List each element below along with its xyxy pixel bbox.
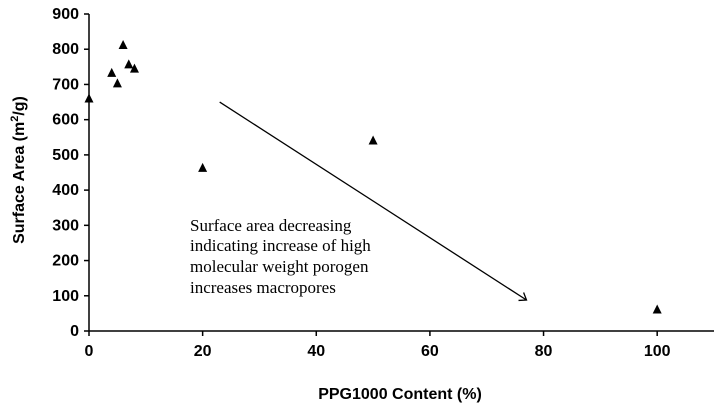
data-point-triangle: [84, 93, 94, 103]
y-tick-label: 300: [52, 217, 79, 234]
data-point-triangle: [368, 135, 378, 145]
data-points: [84, 39, 662, 314]
annotation-line-4: increases macropores: [190, 278, 336, 297]
y-tick-label: 200: [52, 253, 79, 270]
y-axis-title-sup: 2: [9, 116, 21, 122]
annotation-arrow: [219, 101, 527, 301]
annotation-line-3: molecular weight porogen: [190, 257, 369, 276]
y-tick-label: 700: [52, 76, 79, 93]
x-tick-label: 40: [307, 343, 325, 360]
y-tick-label: 0: [70, 323, 79, 340]
data-point-triangle: [129, 63, 139, 73]
data-point-triangle: [124, 59, 134, 69]
x-tick-label: 20: [194, 343, 212, 360]
data-point-triangle: [107, 67, 117, 77]
x-axis-ticks: 0 20 40 60 80 100: [85, 331, 671, 360]
x-tick-label: 60: [421, 343, 439, 360]
x-axis-title: PPG1000 Content (%): [318, 386, 482, 403]
y-tick-label: 800: [52, 41, 79, 58]
y-axis-title-tail: /g): [11, 96, 28, 116]
y-axis-ticks: 0 100 200 300 400 500 600 700 800 900: [52, 6, 89, 340]
y-tick-label: 100: [52, 288, 79, 305]
y-tick-label: 900: [52, 6, 79, 23]
annotation: Surface area decreasing indicating incre…: [190, 101, 528, 302]
annotation-line-1: Surface area decreasing: [190, 216, 352, 235]
data-point-triangle: [652, 304, 662, 314]
x-tick-label: 100: [644, 343, 671, 360]
data-point-triangle: [112, 78, 122, 88]
data-point-triangle: [198, 162, 208, 172]
y-axis-title-main: Surface Area (m: [11, 122, 28, 244]
y-tick-label: 400: [52, 182, 79, 199]
x-tick-label: 0: [85, 343, 94, 360]
y-axis-title: Surface Area (m2/g): [9, 96, 28, 244]
y-tick-label: 500: [52, 147, 79, 164]
data-point-triangle: [118, 39, 128, 49]
annotation-line-2: indicating increase of high: [190, 236, 371, 255]
x-tick-label: 80: [535, 343, 553, 360]
annotation-arrowhead: [518, 292, 528, 302]
y-tick-label: 600: [52, 112, 79, 129]
